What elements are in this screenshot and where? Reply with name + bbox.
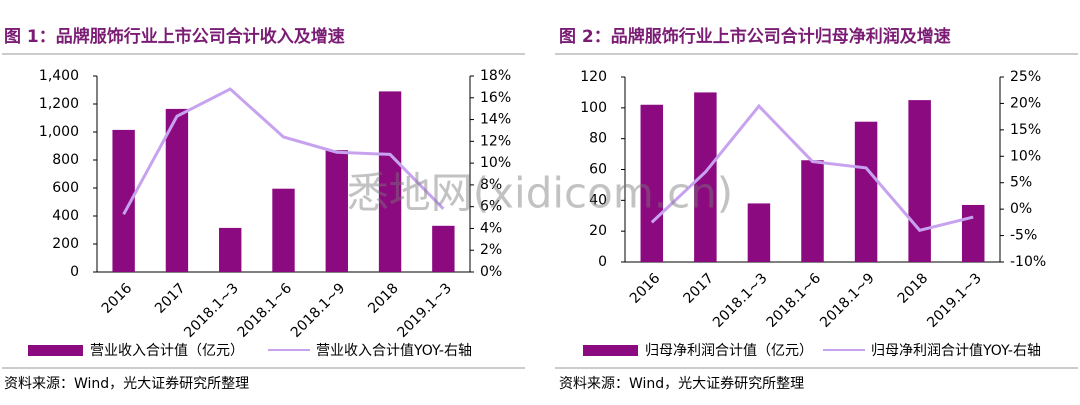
legend-label: 营业收入合计值YOY-右轴 — [316, 343, 472, 359]
y-tick-label: 0 — [70, 264, 79, 280]
bar — [747, 203, 771, 262]
y2-tick-label: 8% — [480, 177, 502, 193]
bar — [854, 121, 878, 262]
bar — [272, 188, 295, 272]
x-tick-label: 2018.1~3 — [710, 270, 771, 331]
bar — [961, 204, 985, 262]
legend-label: 归母净利润合计值（亿元） — [645, 342, 813, 359]
x-tick-label: 2018.1~3 — [181, 280, 242, 341]
x-tick-label: 2018.1~6 — [764, 270, 825, 331]
x-tick-label: 2019.1~3 — [924, 270, 985, 331]
y-tick-label: 400 — [52, 208, 79, 224]
x-tick-label: 2016 — [99, 280, 136, 317]
y2-tick-label: 15% — [1010, 122, 1041, 138]
x-tick-label: 2017 — [680, 270, 717, 307]
y2-tick-label: 18% — [480, 68, 511, 84]
x-tick-label: 2016 — [627, 270, 664, 307]
bar — [112, 129, 135, 272]
y2-tick-label: 0% — [480, 264, 502, 280]
bar — [432, 225, 455, 272]
bar — [694, 92, 717, 263]
y2-tick-label: 0% — [1010, 201, 1032, 217]
y-tick-label: 60 — [589, 162, 607, 178]
legend-label: 归母净利润合计值YOY-右轴 — [871, 342, 1041, 359]
watermark: 悉地网(xidicom.cn) — [347, 169, 733, 218]
y2-tick-label: 5% — [1010, 175, 1032, 191]
bar — [908, 100, 931, 262]
x-tick-label: 2018.1~9 — [817, 270, 878, 331]
y-tick-label: 80 — [589, 131, 607, 147]
source: 资料来源：Wind，光大证券研究所整理 — [4, 376, 249, 392]
source: 资料来源：Wind，光大证券研究所整理 — [559, 376, 804, 392]
y-tick-label: 800 — [52, 152, 79, 168]
y-tick-label: 1,200 — [39, 96, 79, 112]
chart-title: 图 2：品牌服饰行业上市公司合计归母净利润及增速 — [559, 26, 951, 47]
y-tick-label: 20 — [589, 223, 607, 239]
x-tick-label: 2018 — [365, 280, 402, 317]
y-tick-label: 1,400 — [39, 68, 79, 84]
y2-tick-label: 10% — [1010, 148, 1041, 164]
bar — [219, 227, 242, 272]
y2-tick-label: 4% — [480, 220, 502, 236]
bar — [378, 91, 402, 273]
line — [650, 103, 974, 232]
y2-tick-label: 12% — [480, 133, 511, 149]
y2-tick-label: -10% — [1010, 254, 1046, 270]
chart-title: 图 1：品牌服饰行业上市公司合计收入及增速 — [4, 26, 345, 47]
legend-label: 营业收入合计值（亿元） — [90, 343, 244, 359]
legend-swatch — [583, 345, 638, 356]
y-tick-label: 100 — [580, 100, 607, 116]
bar — [801, 160, 824, 262]
x-tick-label: 2018 — [895, 270, 932, 307]
y2-tick-label: 25% — [1010, 69, 1041, 85]
y2-tick-label: 14% — [480, 112, 511, 128]
y-tick-label: 600 — [52, 180, 79, 196]
y-tick-label: 200 — [52, 236, 79, 252]
x-tick-label: 2017 — [152, 280, 189, 317]
y-tick-label: 40 — [589, 192, 607, 208]
y2-tick-label: 2% — [480, 242, 502, 258]
x-tick-label: 2019.1~3 — [394, 280, 455, 341]
y2-tick-label: 16% — [480, 90, 511, 106]
bar — [325, 150, 348, 272]
y2-tick-label: 10% — [480, 155, 511, 171]
bar — [640, 104, 664, 262]
x-tick-label: 2018.1~9 — [288, 280, 349, 341]
line — [122, 87, 445, 216]
y2-tick-label: 20% — [1010, 95, 1041, 111]
x-tick-label: 2018.1~6 — [235, 280, 296, 341]
y2-tick-label: 6% — [480, 199, 502, 215]
y2-tick-label: -5% — [1010, 228, 1037, 244]
y-tick-label: 0 — [598, 254, 607, 270]
legend-swatch — [28, 345, 83, 356]
bar — [165, 108, 189, 273]
y-tick-label: 1,000 — [39, 124, 79, 140]
y-tick-label: 120 — [580, 69, 607, 85]
